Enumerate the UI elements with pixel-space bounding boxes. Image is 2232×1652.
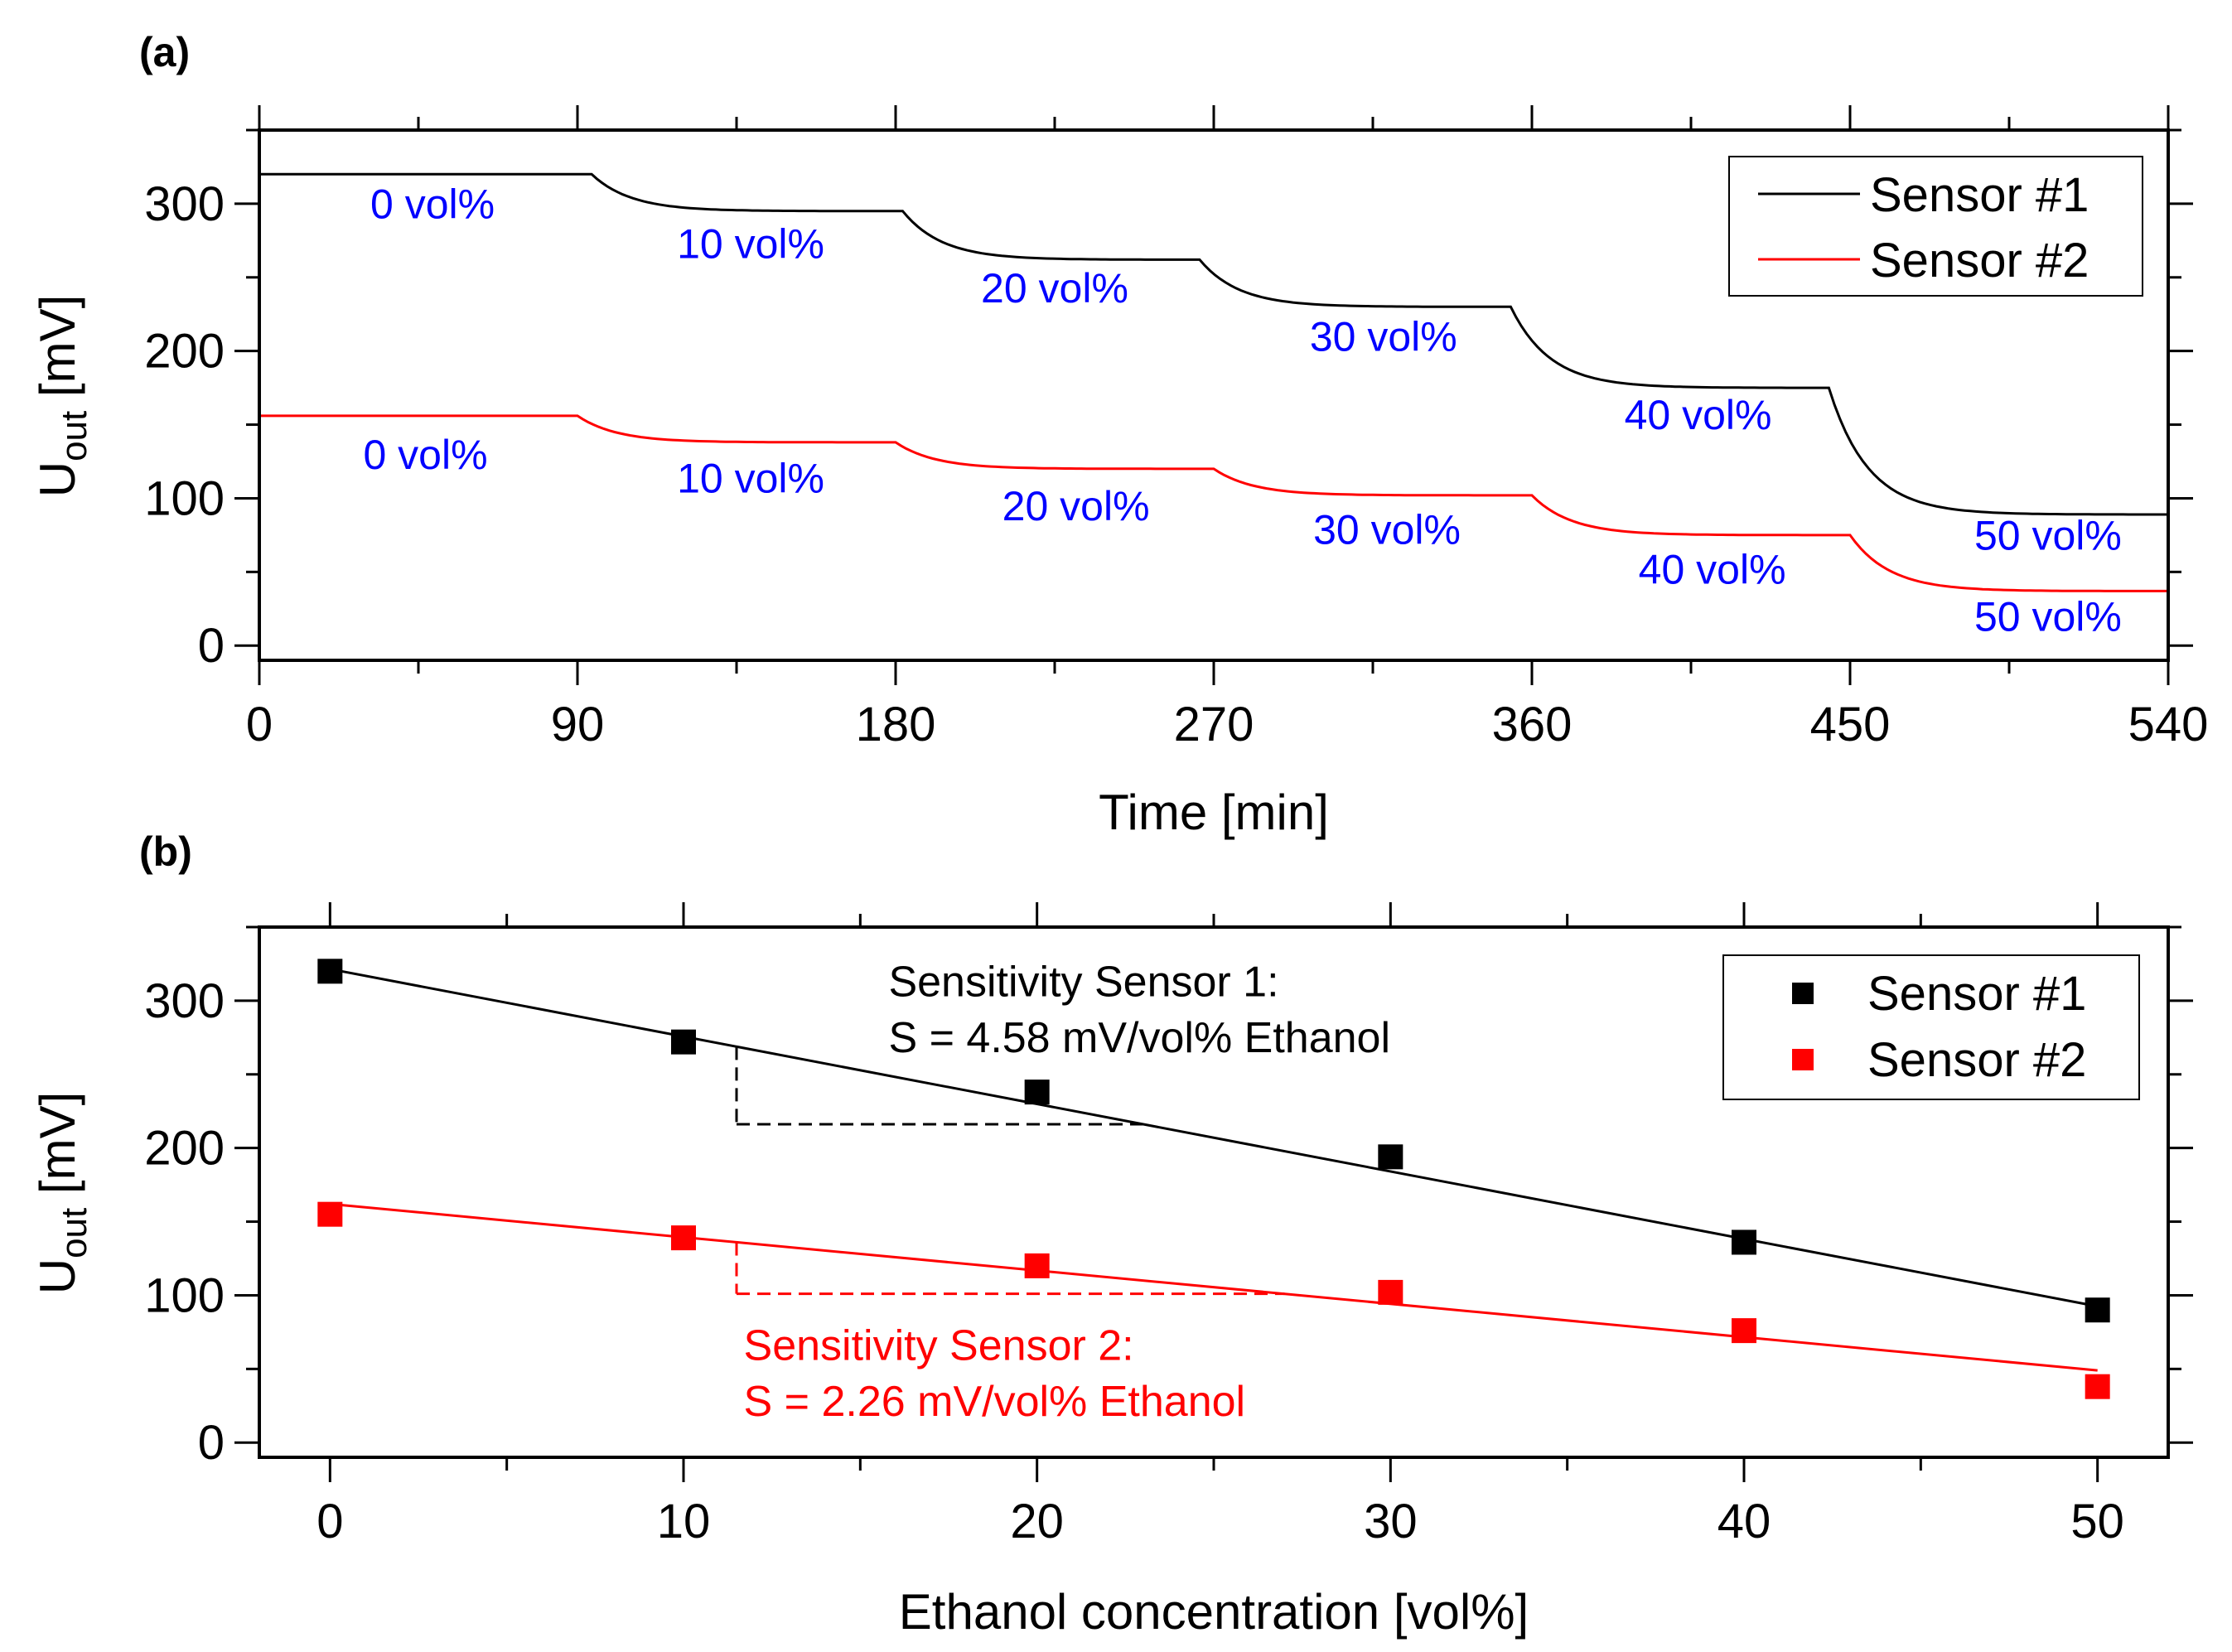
x-tick-label: 0 [316, 1495, 343, 1548]
panel-a-label: (a) [139, 29, 190, 75]
x-tick-label: 180 [856, 698, 936, 751]
panel-a-series-sensor-1 [259, 172, 2168, 516]
panel-b-legend-box [1722, 954, 2140, 1100]
sensor-1-point [1732, 1229, 1756, 1255]
x-tick-label: 90 [551, 698, 605, 751]
panel-b-x-tick-labels: 0 10 20 30 40 50 [316, 1495, 2124, 1548]
sensor-1-point [1024, 1080, 1050, 1105]
x-tick-label: 10 [657, 1495, 711, 1548]
step-label: 20 vol% [1002, 483, 1150, 529]
panel-b-annotation-sensor-1-line-2: S = 4.58 mV/vol% Ethanol [888, 1014, 1390, 1062]
step-label: 10 vol% [677, 221, 824, 268]
panel-b-annotation-sensor-2-line-2: S = 2.26 mV/vol% Ethanol [744, 1378, 1246, 1426]
panel-b-chart: (b) 0 10 20 30 40 50 0 100 200 300 Sensitivity S… [30, 828, 2193, 1640]
step-label: 30 vol% [1310, 314, 1457, 360]
panel-a-series-sensor-2 [259, 414, 2168, 592]
panel-a-plot-frame [258, 128, 2170, 662]
step-label: 20 vol% [981, 265, 1128, 312]
x-tick-label: 450 [1810, 698, 1891, 751]
panel-a-y-tick-labels: 0 100 200 300 [144, 177, 225, 673]
panel-b-fit-lines [330, 968, 2098, 1372]
panel-a-y-axis-title: Uout [mV] [30, 295, 94, 498]
y-tick-label: 200 [144, 1122, 225, 1176]
panel-a-legend: Sensor #1 Sensor #2 [1728, 156, 2143, 297]
x-tick-label: 30 [1364, 1495, 1418, 1548]
panel-a-legend-box [1728, 156, 2143, 297]
step-label: 50 vol% [1974, 593, 2122, 640]
sensor-2-fit-line [330, 1202, 2098, 1372]
y-tick-label: 0 [198, 1416, 225, 1470]
panel-b-ticks [234, 902, 2193, 1482]
step-label: 0 vol% [363, 432, 487, 478]
panel-b-y-tick-labels: 0 100 200 300 [144, 974, 225, 1470]
panel-b-x-axis-title: Ethanol concentration [vol%] [899, 1584, 1529, 1640]
panel-b-plot-frame [258, 925, 2170, 1459]
panel-b-y-axis-title: Uout [mV] [30, 1092, 94, 1295]
sensor-2-point [1024, 1253, 1050, 1278]
sensor-2-point [1378, 1279, 1403, 1305]
panel-b-annotation-sensor-1-line-1: Sensitivity Sensor 1: [888, 959, 1278, 1007]
sensor-1-point [1378, 1144, 1403, 1170]
step-label: 40 vol% [1625, 392, 1772, 438]
panel-b-annotation-sensor-2-line-1: Sensitivity Sensor 2: [744, 1322, 1134, 1370]
sensor-1-point [671, 1029, 696, 1055]
sensor-2-point [671, 1225, 696, 1251]
y-tick-label: 300 [144, 974, 225, 1028]
panel-a-legend-label-sensor-2: Sensor #2 [1870, 234, 2089, 287]
step-label: 50 vol% [1974, 513, 2122, 559]
sensor-2-point [1732, 1318, 1756, 1344]
sensor-2-point [2085, 1374, 2110, 1399]
sensor-1-point [2085, 1297, 2110, 1323]
step-label: 40 vol% [1639, 547, 1786, 593]
panel-b-data-points [317, 959, 2110, 1399]
panel-a-chart: (a) 0 90 180 270 360 450 540 0 100 200 300 0 vol%… [30, 29, 2208, 840]
y-tick-label: 0 [198, 619, 225, 673]
panel-b-legend: Sensor #1 Sensor #2 [1722, 954, 2140, 1100]
sensor-1-fit-line [330, 968, 2098, 1308]
panel-a-x-axis-title: Time [min] [1099, 785, 1329, 840]
y-tick-label: 200 [144, 325, 225, 379]
panel-b-legend-label-sensor-2: Sensor #2 [1867, 1033, 2086, 1087]
y-tick-label: 300 [144, 177, 225, 231]
step-label: 30 vol% [1313, 507, 1461, 553]
panel-a-step-labels: 0 vol% 10 vol% 20 vol% 30 vol% 40 vol% 50 vol… [363, 181, 2121, 640]
sensor-1-line [259, 172, 2168, 516]
x-tick-label: 540 [2128, 698, 2209, 751]
y-tick-label: 100 [144, 1268, 225, 1322]
panel-a-legend-label-sensor-1: Sensor #1 [1870, 168, 2089, 222]
x-tick-label: 360 [1492, 698, 1573, 751]
x-tick-label: 40 [1717, 1495, 1771, 1548]
sensor-2-line [259, 414, 2168, 592]
panel-a-x-tick-labels: 0 90 180 270 360 450 540 [246, 698, 2209, 751]
panel-b-slope-triangles [735, 1046, 1285, 1296]
panel-b-legend-swatch-sensor-2 [1792, 1049, 1814, 1070]
x-tick-label: 270 [1174, 698, 1254, 751]
sensor-2-point [317, 1201, 343, 1227]
x-tick-label: 50 [2070, 1495, 2124, 1548]
panel-b-legend-label-sensor-1: Sensor #1 [1867, 967, 2086, 1021]
step-label: 10 vol% [677, 455, 824, 501]
panel-a-gridless-ticks [234, 105, 2193, 685]
x-tick-label: 0 [246, 698, 273, 751]
y-tick-label: 100 [144, 471, 225, 525]
panel-b-legend-swatch-sensor-1 [1792, 983, 1814, 1004]
sensor-1-point [317, 959, 343, 984]
panel-b-label: (b) [139, 828, 192, 875]
step-label: 0 vol% [370, 181, 495, 228]
x-tick-label: 20 [1010, 1495, 1064, 1548]
